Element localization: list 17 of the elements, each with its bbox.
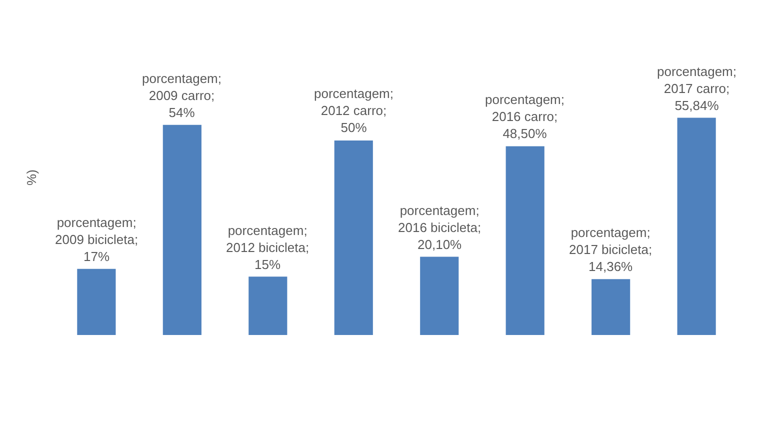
y-axis-title: %) (24, 170, 39, 186)
data-label: porcentagem; 2012 carro; 50% (314, 86, 394, 135)
bar (420, 256, 459, 335)
data-label: porcentagem; 2017 carro; 55,84% (657, 64, 736, 113)
data-label: porcentagem; 2009 bicicleta; 17% (55, 215, 138, 264)
bar (677, 118, 716, 335)
data-label: porcentagem; 2016 carro; 48,50% (485, 92, 564, 141)
bar (77, 268, 116, 335)
bar (248, 276, 288, 335)
bar (162, 124, 202, 335)
bar (592, 279, 630, 335)
data-label: porcentagem; 2016 bicicleta; 20,10% (398, 203, 482, 252)
bar (506, 146, 544, 335)
data-label: porcentagem; 2012 bicicleta; 15% (226, 223, 310, 272)
data-label: porcentagem; 2009 carro; 54% (142, 71, 222, 120)
data-label: porcentagem; 2017 bicicleta; 14,36% (569, 225, 652, 274)
bar (334, 140, 373, 335)
